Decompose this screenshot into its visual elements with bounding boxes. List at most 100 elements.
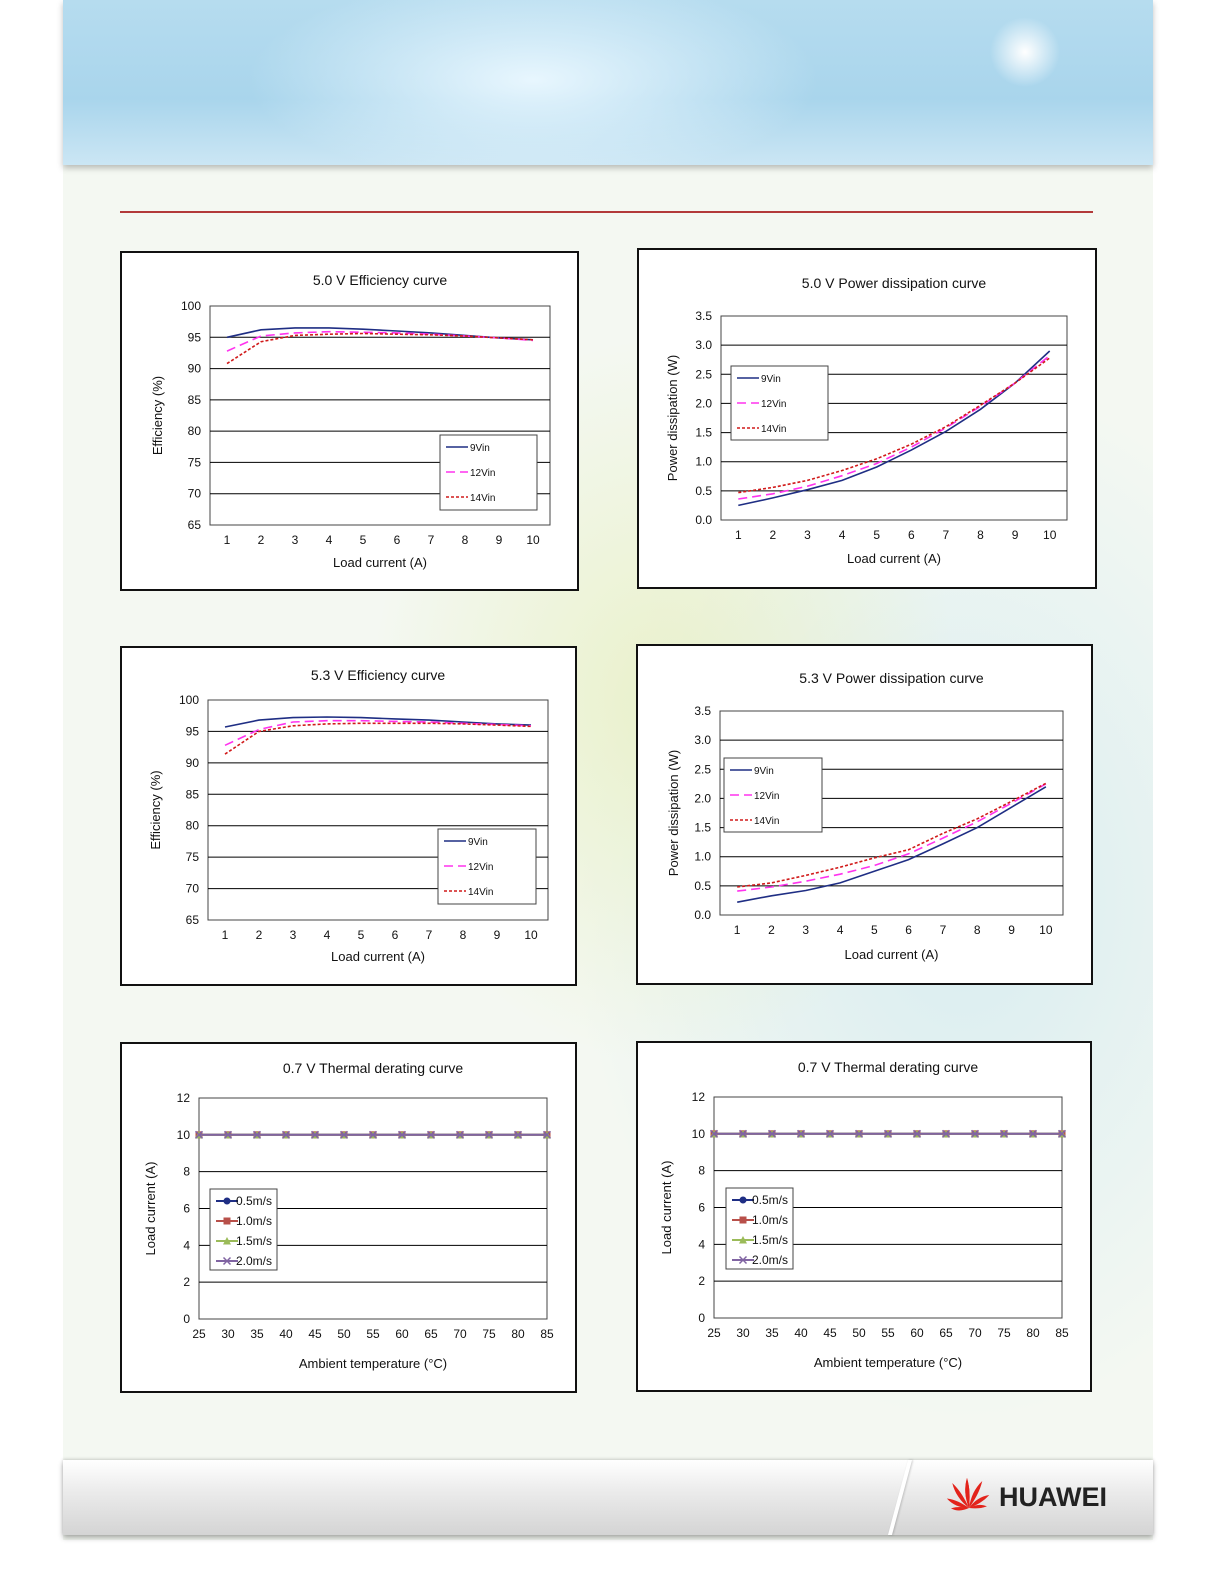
data-point-2.0m/s [455, 1130, 465, 1139]
y-tick-label: 65 [188, 518, 202, 532]
y-tick-label: 70 [188, 487, 202, 501]
y-tick-label: 80 [186, 819, 200, 833]
data-point-2.0m/s [941, 1129, 951, 1138]
y-tick-label: 80 [188, 424, 202, 438]
x-tick-label: 8 [460, 928, 467, 942]
chart-panel-eff50: 5.0 V Efficiency curve 65 70 75 80 85 90 95 100 1… [120, 251, 579, 591]
x-tick-label: 6 [908, 528, 915, 542]
y-tick-label: 0.5 [694, 879, 711, 893]
x-tick-label: 2 [258, 533, 265, 547]
data-point-2.0m/s [767, 1129, 777, 1138]
y-tick-label: 12 [177, 1091, 191, 1105]
footer-bar: HUAWEI [63, 1460, 1153, 1535]
y-tick-label: 2.0 [695, 396, 712, 410]
x-tick-label: 8 [462, 533, 469, 547]
legend-label: 9Vin [754, 766, 774, 777]
y-tick-label: 10 [177, 1128, 191, 1142]
x-tick-label: 45 [823, 1326, 837, 1340]
x-tick-label: 35 [765, 1326, 779, 1340]
legend-label: 1.0m/s [236, 1214, 272, 1228]
data-point-2.0m/s [1028, 1129, 1038, 1138]
legend-label: 1.0m/s [752, 1213, 788, 1227]
x-tick-label: 2 [770, 528, 777, 542]
x-tick-label: 85 [1055, 1326, 1069, 1340]
x-tick-label: 1 [735, 528, 742, 542]
data-point-2.0m/s [223, 1130, 233, 1139]
x-tick-label: 25 [707, 1326, 721, 1340]
x-tick-label: 60 [910, 1326, 924, 1340]
x-tick-label: 7 [940, 923, 947, 937]
legend-label: 2.0m/s [752, 1253, 788, 1267]
chart-panel-pd53: 5.3 V Power dissipation curve 0.0 0.5 1.0 1.… [636, 644, 1093, 985]
legend-label: 9Vin [761, 374, 781, 385]
data-point-2.0m/s [1057, 1129, 1067, 1138]
x-tick-label: 2 [768, 923, 775, 937]
y-tick-label: 10 [692, 1127, 706, 1141]
data-point-2.0m/s [281, 1130, 291, 1139]
y-tick-label: 2.5 [694, 762, 711, 776]
x-tick-label: 4 [326, 533, 333, 547]
x-tick-label: 1 [734, 923, 741, 937]
data-point-2.0m/s [252, 1130, 262, 1139]
y-tick-label: 100 [181, 299, 201, 313]
legend-label: 0.5m/s [752, 1193, 788, 1207]
x-tick-label: 1 [222, 928, 229, 942]
chart-title: 5.3 V Efficiency curve [311, 667, 446, 683]
legend-label: 14Vin [468, 887, 493, 898]
x-tick-label: 4 [837, 923, 844, 937]
y-tick-label: 65 [186, 913, 200, 927]
x-tick-label: 10 [524, 928, 538, 942]
x-tick-label: 5 [871, 923, 878, 937]
y-tick-label: 2 [698, 1274, 705, 1288]
x-tick-label: 4 [324, 928, 331, 942]
y-tick-label: 0.5 [695, 484, 712, 498]
legend-label: 9Vin [468, 837, 488, 848]
x-tick-label: 70 [968, 1326, 982, 1340]
x-tick-label: 9 [1012, 528, 1019, 542]
y-tick-label: 75 [188, 455, 202, 469]
x-tick-label: 3 [804, 528, 811, 542]
x-tick-label: 5 [358, 928, 365, 942]
x-tick-label: 7 [428, 533, 435, 547]
data-point-2.0m/s [796, 1129, 806, 1138]
header-rule [120, 211, 1093, 213]
chart-panel-eff53: 5.3 V Efficiency curve 65 70 75 80 85 90 95 100 1… [120, 646, 577, 986]
y-axis-label: Efficiency (%) [150, 376, 165, 455]
x-tick-label: 55 [366, 1327, 380, 1341]
y-tick-label: 4 [698, 1237, 705, 1251]
x-tick-label: 45 [308, 1327, 322, 1341]
y-tick-label: 2 [183, 1275, 190, 1289]
chart-svg-pd50: 5.0 V Power dissipation curve 0.0 0.5 1.0 1.… [665, 275, 1068, 566]
y-tick-label: 8 [698, 1164, 705, 1178]
x-tick-label: 65 [424, 1327, 438, 1341]
series-line-14Vin [738, 357, 1051, 494]
y-tick-label: 0 [183, 1312, 190, 1326]
x-tick-label: 6 [392, 928, 399, 942]
x-tick-label: 4 [839, 528, 846, 542]
legend-marker [222, 1256, 232, 1266]
x-tick-label: 40 [794, 1326, 808, 1340]
legend-label: 14Vin [470, 493, 495, 504]
y-tick-label: 85 [188, 393, 202, 407]
chart-panel-td07a: 0.7 V Thermal derating curve 0 2 4 6 8 10 12 25 3… [120, 1042, 577, 1393]
x-tick-label: 60 [395, 1327, 409, 1341]
header-banner [63, 0, 1153, 165]
x-tick-label: 70 [453, 1327, 467, 1341]
series-line-9Vin [224, 716, 532, 728]
x-axis-label: Load current (A) [845, 947, 939, 962]
x-tick-label: 7 [426, 928, 433, 942]
x-axis-label: Load current (A) [331, 949, 425, 964]
x-tick-label: 10 [1043, 528, 1057, 542]
y-tick-label: 3.0 [694, 733, 711, 747]
x-tick-label: 85 [540, 1327, 554, 1341]
y-tick-label: 3.5 [694, 704, 711, 718]
legend-label: 14Vin [754, 816, 779, 827]
huawei-flower-icon [946, 1478, 990, 1511]
data-point-2.0m/s [854, 1129, 864, 1138]
y-tick-label: 4 [183, 1238, 190, 1252]
series-line-12Vin [737, 783, 1047, 892]
legend-marker [739, 1216, 747, 1224]
legend-marker [223, 1237, 231, 1245]
legend-marker [223, 1197, 231, 1205]
x-tick-label: 5 [873, 528, 880, 542]
